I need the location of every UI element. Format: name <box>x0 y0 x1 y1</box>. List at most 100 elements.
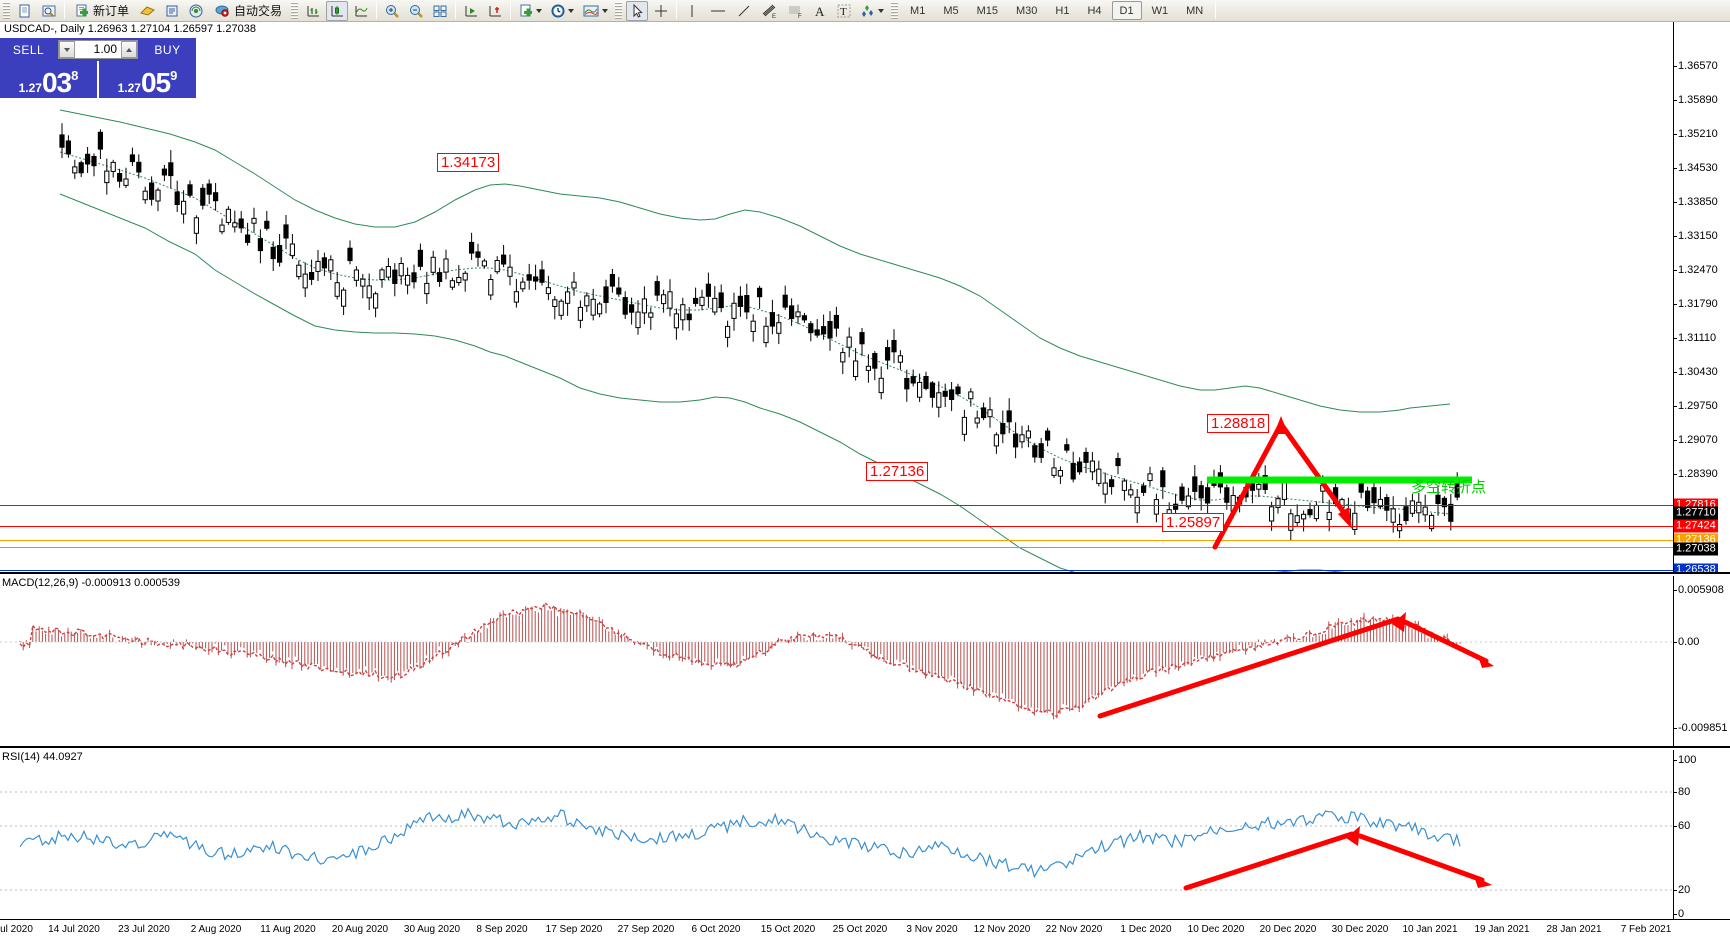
bar-chart-icon[interactable] <box>302 1 324 21</box>
timeframe-m30[interactable]: M30 <box>1016 4 1038 17</box>
annotation-high-1: 1.34173 <box>437 153 500 172</box>
candlestick-chart-icon[interactable] <box>326 0 349 21</box>
date-tick: 6 Oct 2020 <box>691 924 741 935</box>
chevron-down-icon-2[interactable] <box>568 8 575 13</box>
new-order-button[interactable]: 新订单 <box>69 1 134 21</box>
vertical-line-icon[interactable] <box>681 1 703 21</box>
svg-text:T: T <box>840 6 847 18</box>
chevron-down-icon[interactable] <box>536 8 543 13</box>
date-tick: 27 Sep 2020 <box>617 924 675 935</box>
fibonacci-retracement-icon[interactable]: F <box>783 1 807 21</box>
expert-advisors-icon[interactable] <box>161 1 183 21</box>
timeframe-mn[interactable]: MN <box>1186 4 1204 17</box>
price-level-box: 1.26538 <box>1674 563 1718 572</box>
price-tick: 1.35890 <box>1673 94 1718 106</box>
new-chart-icon[interactable] <box>14 1 36 21</box>
signals-icon[interactable] <box>185 1 207 21</box>
toolbar-separator-2 <box>376 2 378 19</box>
add-indicator-icon[interactable] <box>515 1 545 21</box>
resistance-line-1 <box>0 505 1673 506</box>
macd-tick: -0.009851 <box>1673 722 1728 734</box>
volume-stepper[interactable]: 1.00 <box>58 40 138 59</box>
date-tick: 22 Nov 2020 <box>1045 924 1103 935</box>
timeframe-h4[interactable]: H4 <box>1087 4 1102 17</box>
sell-price-display[interactable]: 1.27 03 8 <box>0 61 99 98</box>
profiles-icon[interactable] <box>38 1 60 21</box>
chart-tile-icon[interactable] <box>429 1 451 21</box>
volume-increment-button[interactable] <box>121 41 137 58</box>
support-line-1 <box>0 570 1673 571</box>
macd-tick: 0.005908 <box>1673 584 1724 596</box>
chevron-down-icon-4[interactable] <box>878 8 885 13</box>
price-tick: 1.32470 <box>1673 264 1718 276</box>
cursor-icon[interactable] <box>626 0 649 21</box>
chart-autoscroll-icon[interactable] <box>484 1 506 21</box>
date-tick: 14 Jul 2020 <box>48 924 100 935</box>
price-tick: 1.29750 <box>1673 400 1718 412</box>
timeframe-h1[interactable]: H1 <box>1055 4 1070 17</box>
toolbar-separator-3 <box>455 2 457 19</box>
shapes-icon[interactable] <box>857 1 887 21</box>
autotrading-button[interactable]: 自动交易 <box>209 1 287 21</box>
volume-decrement-button[interactable] <box>59 41 75 58</box>
text-label-icon[interactable]: A <box>809 1 831 21</box>
annotation-turning-point: 多空转折点 <box>1411 479 1487 496</box>
rsi-tick: 80 <box>1672 786 1691 798</box>
annotation-pivot: 1.27136 <box>866 462 929 481</box>
rsi-pane[interactable]: RSI(14) 44.0927 100 80 60 20 0 <box>0 750 1730 920</box>
templates-icon[interactable] <box>579 1 611 21</box>
rsi-tick: 100 <box>1672 754 1697 766</box>
timeframe-m15[interactable]: M15 <box>976 4 998 17</box>
price-chart-pane[interactable]: 1.36570 1.35890 1.35210 1.34530 1.33850 … <box>0 22 1730 574</box>
current-price-line <box>0 547 1673 548</box>
buy-price-display[interactable]: 1.27 05 9 <box>99 61 196 98</box>
rsi-tick: 0 <box>1672 908 1685 920</box>
rsi-tick: 60 <box>1672 820 1691 832</box>
timeframe-w1[interactable]: W1 <box>1151 4 1169 17</box>
date-tick: 7 Feb 2021 <box>1620 924 1672 935</box>
oct-price-row: 1.27 03 8 1.27 05 9 <box>0 61 196 98</box>
price-tick: 1.31790 <box>1673 298 1718 310</box>
macd-pane[interactable]: MACD(12,26,9) -0.000913 0.000539 0.00590… <box>0 576 1730 748</box>
zoom-out-icon[interactable] <box>405 1 427 21</box>
date-tick: 17 Sep 2020 <box>545 924 603 935</box>
chart-shift-icon[interactable] <box>460 1 482 21</box>
date-tick: 30 Dec 2020 <box>1331 924 1389 935</box>
chart-container[interactable]: 1.36570 1.35890 1.35210 1.34530 1.33850 … <box>0 22 1730 941</box>
timeframe-m5[interactable]: M5 <box>943 4 959 17</box>
toolbar-grip-2[interactable] <box>291 1 299 20</box>
equidistant-channel-icon[interactable]: E <box>757 1 781 21</box>
date-tick: 12 Nov 2020 <box>973 924 1031 935</box>
metaeditor-icon[interactable] <box>136 1 159 21</box>
price-tick: 1.29070 <box>1673 434 1718 446</box>
rsi-series <box>0 791 1673 891</box>
buy-button[interactable]: BUY <box>154 42 181 57</box>
zoom-in-icon[interactable] <box>381 1 403 21</box>
sell-price-prefix: 1.27 <box>18 81 42 95</box>
toolbar-grip-4[interactable] <box>891 1 899 20</box>
chevron-down-icon-3[interactable] <box>602 8 609 13</box>
period-clock-icon[interactable] <box>547 1 577 21</box>
date-axis: Jul 2020 14 Jul 2020 23 Jul 2020 2 Aug 2020… <box>0 921 1730 941</box>
oct-controls-row: SELL 1.00 BUY <box>0 38 196 61</box>
autotrading-label: 自动交易 <box>234 4 283 18</box>
trendline-icon[interactable] <box>733 1 755 21</box>
price-level-box: 1.27710 <box>1674 506 1718 520</box>
timeframe-m1[interactable]: M1 <box>910 4 926 17</box>
crosshair-icon[interactable] <box>650 1 672 21</box>
horizontal-line-icon[interactable] <box>705 1 731 21</box>
one-click-trading-panel[interactable]: SELL 1.00 BUY 1.27 03 8 1.27 05 9 <box>0 38 196 98</box>
sell-price-main: 03 <box>41 67 72 98</box>
timeframe-d1[interactable]: D1 <box>1111 1 1142 20</box>
line-chart-icon[interactable] <box>350 1 372 21</box>
macd-label: MACD(12,26,9) -0.000913 0.000539 <box>2 577 180 589</box>
text-box-icon[interactable]: T <box>833 1 855 21</box>
rsi-tick: 20 <box>1672 884 1691 896</box>
price-level-box: 1.27038 <box>1674 542 1718 556</box>
price-tick: 1.30430 <box>1673 366 1718 378</box>
toolbar-grip-3[interactable] <box>615 1 623 20</box>
toolbar-separator-4 <box>510 2 512 19</box>
volume-input[interactable]: 1.00 <box>75 41 121 58</box>
toolbar-grip[interactable] <box>3 1 10 20</box>
sell-button[interactable]: SELL <box>12 42 45 57</box>
